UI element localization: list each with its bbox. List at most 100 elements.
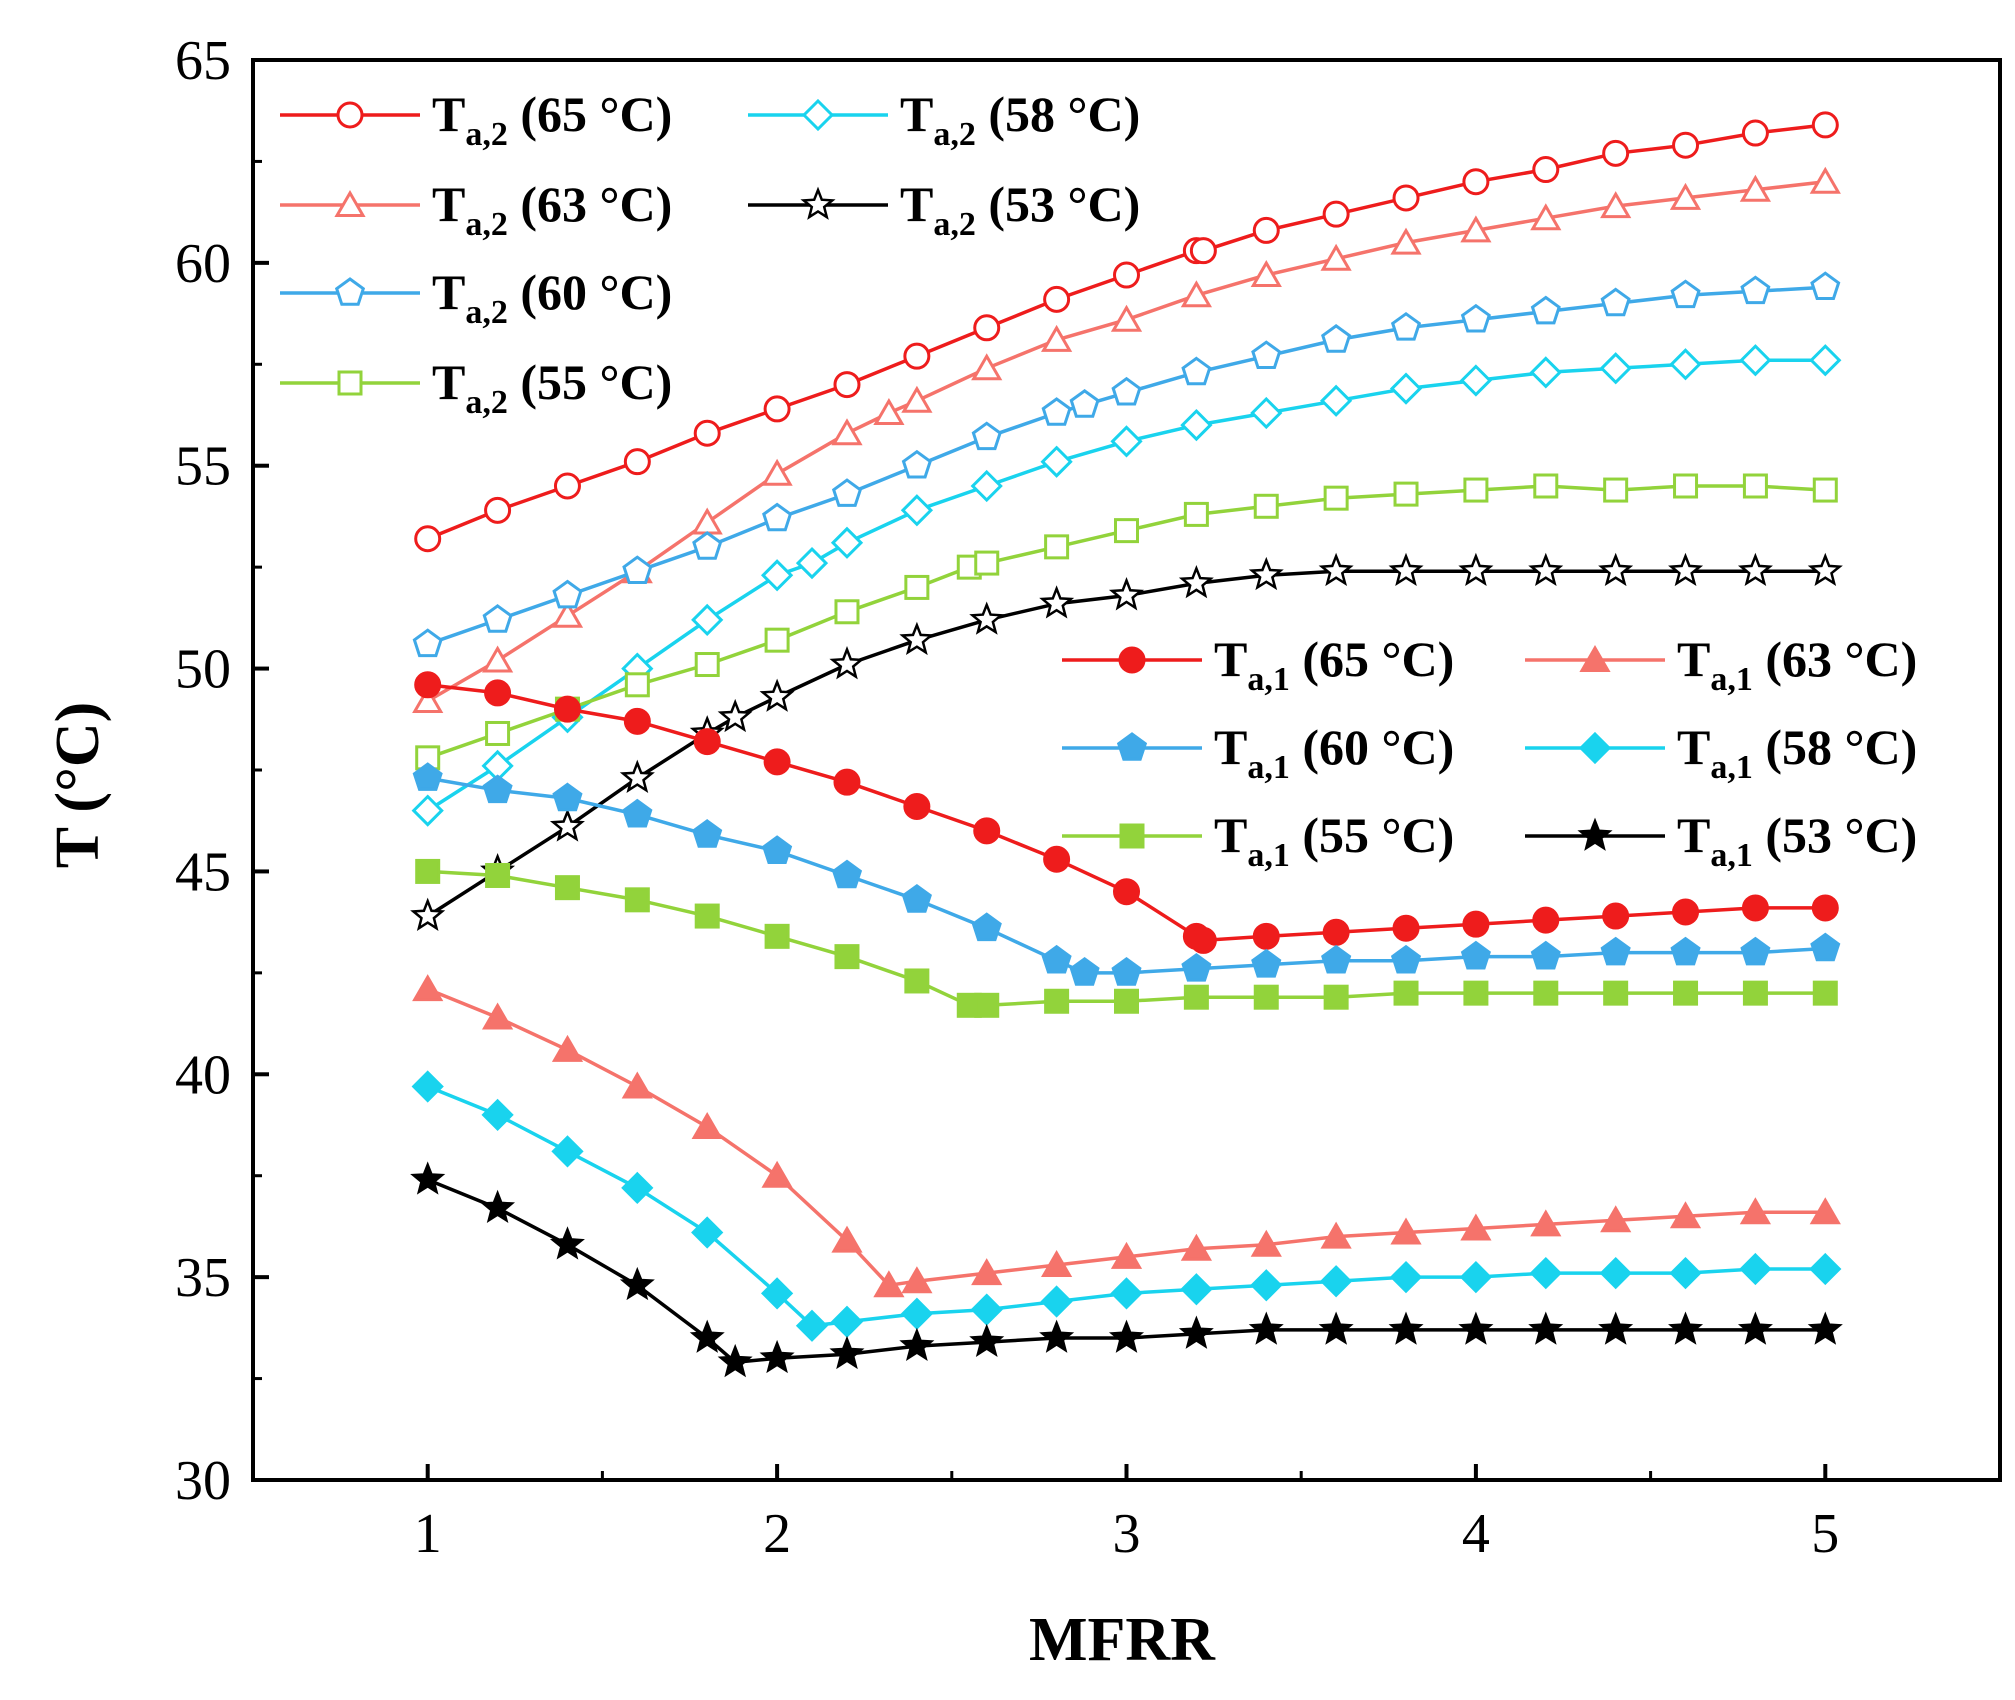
data-point bbox=[689, 1319, 725, 1353]
data-point bbox=[693, 728, 721, 756]
data-point bbox=[1741, 119, 1769, 147]
data-point bbox=[414, 525, 442, 553]
data-point bbox=[1739, 1197, 1771, 1225]
data-point bbox=[831, 478, 863, 507]
data-point bbox=[1111, 957, 1142, 986]
legend: Ta,2 (65 °C) Ta,2 (63 °C) Ta,2 (60 °C) Ta,2… bbox=[280, 86, 1917, 874]
legend-marker bbox=[1579, 645, 1611, 672]
data-point bbox=[1459, 1260, 1493, 1294]
data-point bbox=[1393, 481, 1419, 507]
data-point bbox=[974, 550, 1000, 576]
data-point bbox=[834, 599, 860, 625]
data-point bbox=[1669, 182, 1702, 210]
legend-entry: Ta,2 (55 °C) bbox=[280, 354, 672, 421]
data-point bbox=[1528, 552, 1564, 587]
legend-label: Ta,2 (53 °C) bbox=[900, 176, 1140, 243]
data-point bbox=[970, 1293, 1003, 1326]
legend-entry: Ta,2 (60 °C) bbox=[280, 264, 672, 331]
legend-marker bbox=[1118, 646, 1146, 674]
data-point bbox=[1668, 1311, 1704, 1345]
data-point bbox=[1178, 1315, 1214, 1349]
series-line bbox=[427, 776, 1826, 975]
data-point bbox=[1110, 1277, 1143, 1310]
data-point bbox=[1039, 1319, 1075, 1353]
data-point bbox=[551, 1135, 584, 1168]
data-point bbox=[553, 695, 581, 723]
data-point bbox=[1388, 552, 1424, 587]
data-point bbox=[692, 819, 723, 848]
data-point bbox=[1250, 260, 1282, 287]
data-point bbox=[974, 992, 1000, 1018]
data-point bbox=[834, 944, 860, 970]
data-point bbox=[1670, 936, 1701, 966]
data-point bbox=[485, 720, 511, 746]
data-point bbox=[901, 385, 933, 413]
legend-label: Ta,2 (60 °C) bbox=[432, 264, 672, 331]
data-point bbox=[1180, 280, 1212, 308]
data-point bbox=[1529, 356, 1562, 389]
legend-marker bbox=[336, 101, 364, 129]
data-point bbox=[903, 342, 931, 370]
data-point bbox=[829, 646, 865, 680]
data-point bbox=[1040, 445, 1073, 478]
data-point bbox=[482, 604, 513, 633]
data-point bbox=[1183, 501, 1209, 527]
data-point bbox=[1600, 287, 1631, 317]
data-point bbox=[1812, 980, 1838, 1006]
data-point bbox=[1533, 980, 1559, 1006]
data-point bbox=[1807, 1311, 1843, 1345]
y-tick-label: 65 bbox=[175, 30, 231, 92]
series-layer bbox=[410, 111, 1843, 1378]
data-point bbox=[1248, 556, 1284, 591]
data-point bbox=[414, 671, 442, 699]
data-point bbox=[1392, 914, 1420, 942]
data-point bbox=[1532, 906, 1560, 934]
data-point bbox=[904, 574, 930, 600]
data-point bbox=[1812, 477, 1838, 503]
data-point bbox=[1463, 477, 1489, 503]
data-point bbox=[411, 794, 444, 827]
legend-marker bbox=[1116, 732, 1148, 761]
data-point bbox=[482, 1002, 514, 1030]
data-point bbox=[549, 1226, 585, 1260]
legend-marker bbox=[1119, 823, 1145, 849]
legend-entry: Ta,1 (58 °C) bbox=[1525, 719, 1917, 786]
data-point bbox=[552, 579, 583, 609]
data-point bbox=[1598, 552, 1634, 587]
series-line bbox=[426, 179, 1826, 703]
data-point bbox=[1114, 518, 1139, 544]
data-point bbox=[904, 968, 930, 994]
legend-marker bbox=[1578, 731, 1612, 765]
data-point bbox=[900, 1297, 934, 1330]
data-point bbox=[1069, 957, 1100, 986]
legend-label: Ta,2 (65 °C) bbox=[432, 86, 672, 153]
data-point bbox=[761, 458, 793, 486]
data-point bbox=[1040, 1285, 1073, 1318]
data-point bbox=[1599, 352, 1632, 385]
data-point bbox=[1602, 139, 1630, 167]
data-point bbox=[971, 912, 1002, 942]
data-point bbox=[833, 768, 861, 796]
data-point bbox=[1108, 1319, 1145, 1353]
data-point bbox=[873, 1270, 905, 1298]
legend-entry: Ta,1 (60 °C) bbox=[1062, 719, 1454, 786]
data-point bbox=[1041, 1250, 1073, 1277]
y-tick-label: 35 bbox=[175, 1247, 231, 1309]
data-point bbox=[1390, 227, 1422, 255]
legend-label: Ta,1 (60 °C) bbox=[1214, 719, 1454, 786]
data-point bbox=[901, 883, 932, 913]
series-line bbox=[427, 683, 1826, 943]
data-point bbox=[1108, 577, 1145, 611]
legend-entry: Ta,1 (65 °C) bbox=[1062, 631, 1454, 698]
data-point bbox=[692, 531, 723, 560]
data-point bbox=[1741, 894, 1769, 922]
data-point bbox=[795, 1309, 829, 1342]
legend-label: Ta,1 (58 °C) bbox=[1677, 719, 1917, 786]
data-point bbox=[412, 974, 444, 1002]
series-6 bbox=[414, 671, 1839, 954]
data-point bbox=[1742, 473, 1768, 499]
data-point bbox=[1669, 1201, 1702, 1229]
data-point bbox=[1739, 344, 1772, 377]
y-tick-label: 55 bbox=[175, 436, 231, 498]
data-point bbox=[1253, 984, 1279, 1010]
